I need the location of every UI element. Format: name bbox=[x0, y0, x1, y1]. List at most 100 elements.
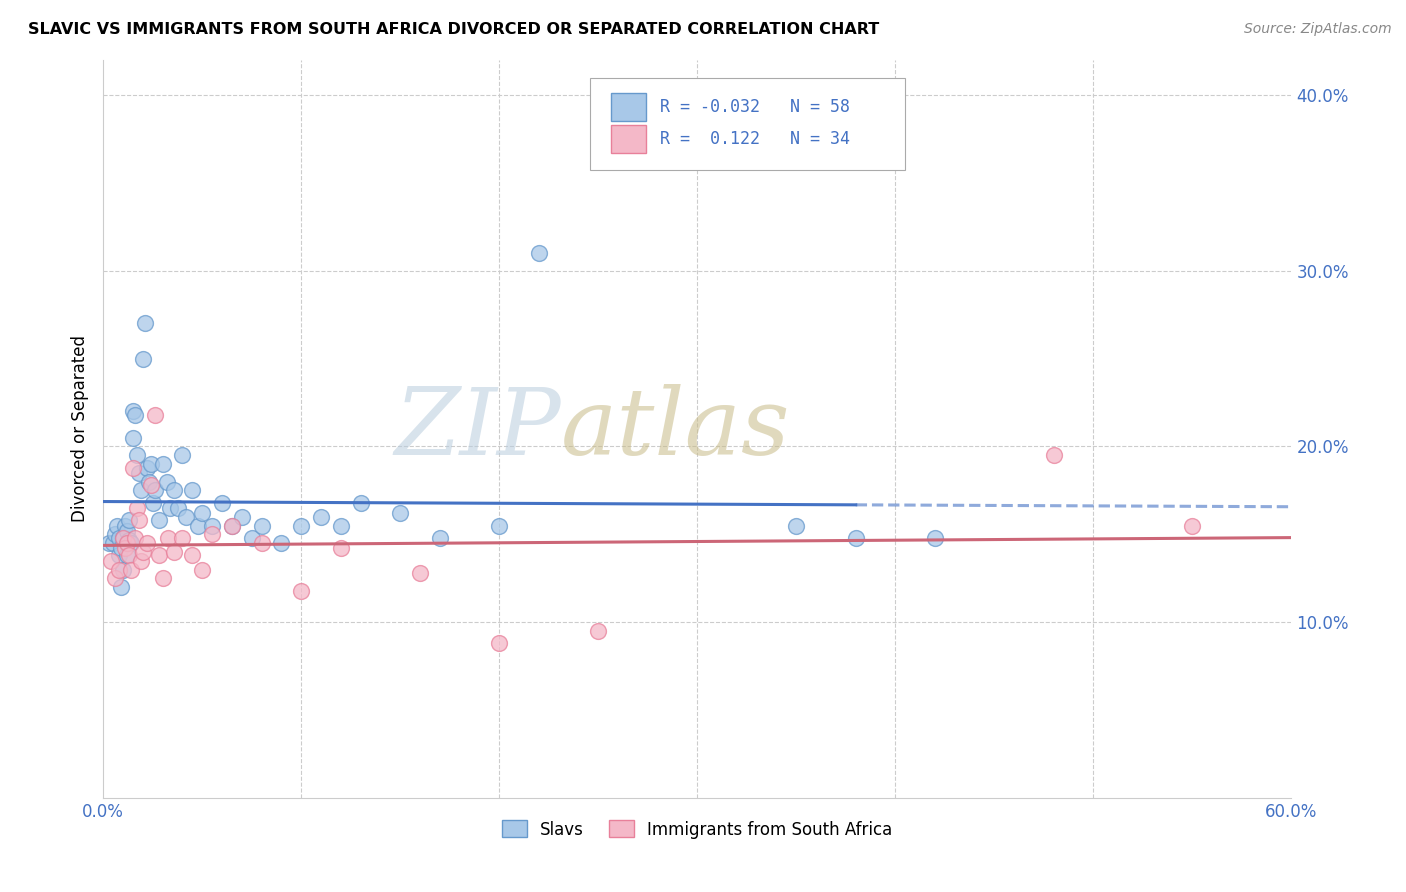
Point bbox=[845, 531, 868, 545]
Point bbox=[114, 541, 136, 556]
Point bbox=[270, 536, 292, 550]
FancyBboxPatch shape bbox=[591, 78, 905, 170]
Point bbox=[924, 531, 946, 545]
Point bbox=[108, 531, 131, 545]
Point bbox=[172, 448, 194, 462]
Point bbox=[488, 518, 510, 533]
Point bbox=[527, 246, 550, 260]
Point bbox=[148, 549, 170, 563]
Point bbox=[111, 563, 134, 577]
Point bbox=[588, 624, 610, 638]
Point bbox=[121, 404, 143, 418]
Point bbox=[118, 533, 141, 547]
Point bbox=[191, 563, 214, 577]
Point bbox=[240, 531, 263, 545]
Point bbox=[329, 518, 352, 533]
Point bbox=[152, 457, 174, 471]
Point bbox=[157, 531, 180, 545]
Point bbox=[1042, 448, 1064, 462]
Legend: Slavs, Immigrants from South Africa: Slavs, Immigrants from South Africa bbox=[495, 814, 900, 846]
Point bbox=[100, 554, 122, 568]
Point bbox=[135, 460, 157, 475]
Point bbox=[108, 563, 131, 577]
Point bbox=[231, 509, 253, 524]
Point bbox=[221, 518, 243, 533]
Point bbox=[409, 566, 432, 580]
Point bbox=[163, 483, 186, 498]
Point bbox=[128, 513, 150, 527]
Point bbox=[211, 496, 233, 510]
Point bbox=[120, 536, 142, 550]
Point bbox=[429, 531, 451, 545]
FancyBboxPatch shape bbox=[610, 126, 647, 153]
Point bbox=[129, 554, 152, 568]
Point bbox=[148, 513, 170, 527]
Point bbox=[121, 431, 143, 445]
Point bbox=[1181, 518, 1204, 533]
Text: atlas: atlas bbox=[561, 384, 790, 474]
Point bbox=[181, 549, 204, 563]
Point bbox=[138, 475, 160, 489]
Point bbox=[221, 518, 243, 533]
Point bbox=[250, 536, 273, 550]
Point bbox=[118, 549, 141, 563]
Point bbox=[155, 475, 177, 489]
Point bbox=[187, 518, 209, 533]
Point bbox=[143, 483, 166, 498]
Point bbox=[115, 536, 138, 550]
Point bbox=[114, 518, 136, 533]
Point bbox=[118, 513, 141, 527]
Point bbox=[191, 506, 214, 520]
Point bbox=[135, 536, 157, 550]
Point bbox=[201, 527, 224, 541]
Point bbox=[120, 563, 142, 577]
Point bbox=[105, 518, 128, 533]
Point bbox=[181, 483, 204, 498]
Point bbox=[159, 501, 181, 516]
Point bbox=[142, 496, 165, 510]
Point bbox=[167, 501, 190, 516]
Point bbox=[132, 351, 155, 366]
Point bbox=[115, 524, 138, 538]
Point bbox=[121, 460, 143, 475]
Point bbox=[110, 580, 132, 594]
Point bbox=[176, 509, 198, 524]
Point bbox=[125, 501, 148, 516]
Point bbox=[139, 478, 162, 492]
Point bbox=[389, 506, 412, 520]
Point bbox=[115, 549, 138, 563]
Point bbox=[124, 408, 146, 422]
Point bbox=[104, 571, 127, 585]
Point bbox=[488, 636, 510, 650]
Point bbox=[98, 536, 121, 550]
Point bbox=[172, 531, 194, 545]
Point bbox=[785, 518, 807, 533]
Point bbox=[139, 457, 162, 471]
Point bbox=[329, 541, 352, 556]
Point bbox=[110, 541, 132, 556]
FancyBboxPatch shape bbox=[610, 93, 647, 121]
Point bbox=[134, 317, 156, 331]
Point bbox=[129, 483, 152, 498]
Point bbox=[111, 531, 134, 545]
Point bbox=[111, 531, 134, 545]
Point bbox=[125, 448, 148, 462]
Point bbox=[101, 536, 124, 550]
Point bbox=[250, 518, 273, 533]
Point bbox=[349, 496, 371, 510]
Point bbox=[152, 571, 174, 585]
Text: R = -0.032   N = 58: R = -0.032 N = 58 bbox=[661, 98, 851, 116]
Text: ZIP: ZIP bbox=[394, 384, 561, 474]
Point bbox=[104, 527, 127, 541]
Y-axis label: Divorced or Separated: Divorced or Separated bbox=[72, 335, 89, 523]
Point bbox=[143, 408, 166, 422]
Point bbox=[108, 549, 131, 563]
Point bbox=[163, 545, 186, 559]
Text: Source: ZipAtlas.com: Source: ZipAtlas.com bbox=[1244, 22, 1392, 37]
Point bbox=[201, 518, 224, 533]
Point bbox=[132, 545, 155, 559]
Text: R =  0.122   N = 34: R = 0.122 N = 34 bbox=[661, 130, 851, 148]
Point bbox=[290, 583, 312, 598]
Point bbox=[290, 518, 312, 533]
Point bbox=[124, 531, 146, 545]
